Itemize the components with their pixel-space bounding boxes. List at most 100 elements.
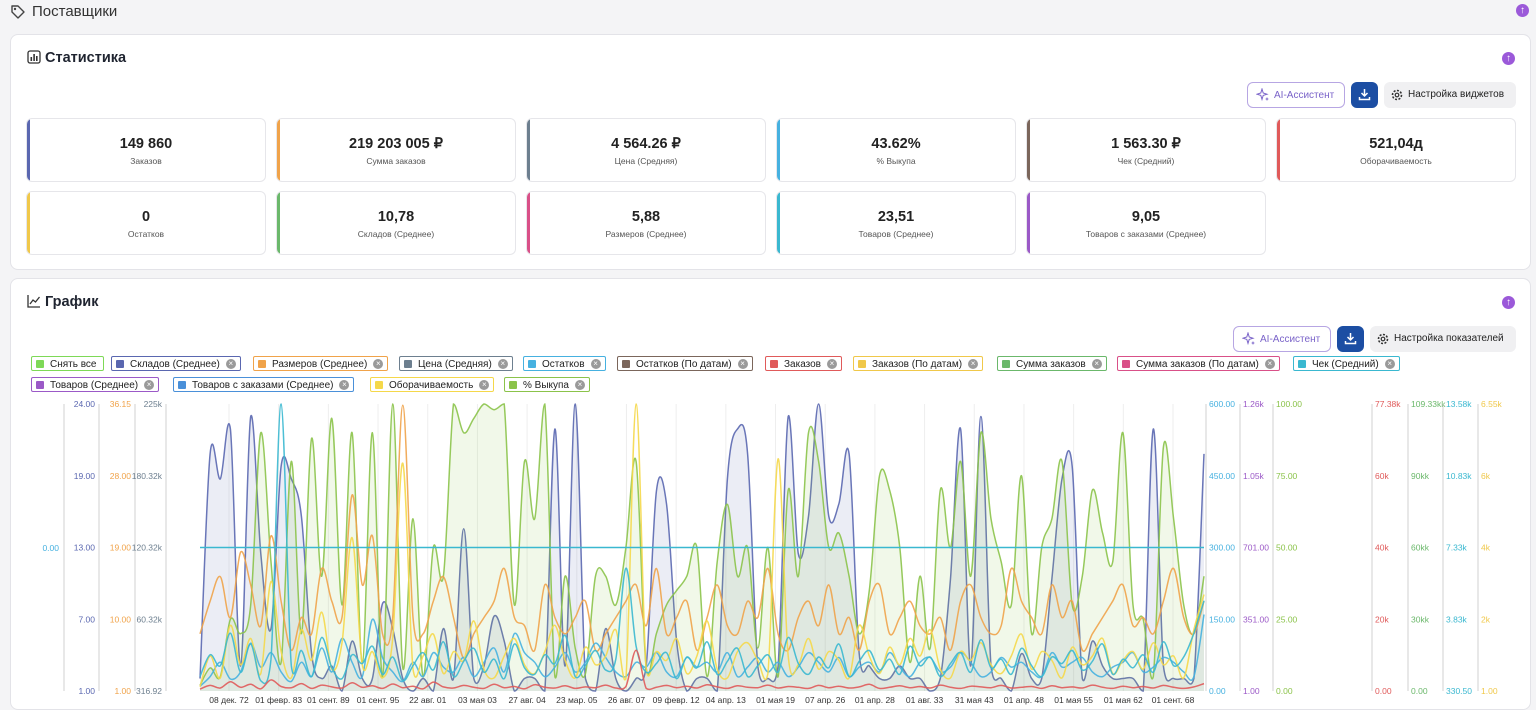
legend-chip[interactable]: Чек (Средний) ×: [1293, 356, 1400, 371]
legend-swatch: [178, 381, 186, 389]
legend-swatch: [1298, 360, 1306, 368]
stat-card-accent: [27, 192, 30, 254]
stat-card-label: Товаров с заказами (Среднее): [1085, 229, 1207, 239]
remove-series-icon[interactable]: ×: [590, 359, 601, 369]
legend-swatch: [36, 360, 44, 368]
legend-swatch: [622, 360, 630, 368]
legend-chip[interactable]: Заказов ×: [765, 356, 842, 371]
stat-card-accent: [1027, 119, 1030, 181]
remove-series-icon[interactable]: ×: [575, 380, 585, 390]
legend-label: Товаров (Среднее): [50, 380, 139, 391]
collapse-page-button[interactable]: ↑: [1516, 4, 1529, 17]
legend-chip[interactable]: Сумма заказов (По датам) ×: [1117, 356, 1280, 371]
page-header: Поставщики ↑: [0, 0, 1536, 26]
legend-chip[interactable]: Заказов (По датам) ×: [853, 356, 984, 371]
stat-card-value: 10,78: [377, 209, 415, 225]
download-button[interactable]: [1351, 82, 1378, 108]
stat-card: 5,88 Размеров (Среднее): [526, 191, 766, 255]
stat-card-label: Заказов: [130, 156, 162, 166]
remove-series-icon[interactable]: ×: [737, 359, 748, 369]
legend-chip[interactable]: Складов (Среднее) ×: [111, 356, 241, 371]
widget-settings-button[interactable]: Настройка виджетов: [1384, 82, 1516, 108]
stat-card-value: 1 563.30 ₽: [1111, 136, 1181, 152]
tag-icon: [11, 5, 25, 19]
stat-card-accent: [277, 192, 280, 254]
stat-card-value: 219 203 005 ₽: [349, 136, 443, 152]
legend-swatch: [858, 360, 866, 368]
stat-card-accent: [777, 192, 780, 254]
stat-card-label: Размеров (Среднее): [605, 229, 687, 239]
legend-swatch: [528, 360, 536, 368]
stat-card: 4 564.26 ₽ Цена (Средняя): [526, 118, 766, 182]
remove-series-icon[interactable]: ×: [373, 359, 384, 369]
legend-swatch: [509, 381, 517, 389]
legend-chip[interactable]: Размеров (Среднее) ×: [253, 356, 389, 371]
chart-ai-assistant-button[interactable]: AI-Ассистент: [1233, 326, 1331, 352]
line-chart-icon: [27, 295, 41, 308]
legend-label: Оборачиваемость: [389, 380, 474, 391]
remove-series-icon[interactable]: ×: [1264, 359, 1275, 369]
legend-chip[interactable]: Остатков ×: [523, 356, 606, 371]
legend-label: Остатков (По датам): [636, 359, 732, 370]
stat-card: 23,51 Товаров (Среднее): [776, 191, 1016, 255]
legend-chip[interactable]: Снять все: [31, 356, 104, 371]
stat-card-label: Сумма заказов: [366, 156, 426, 166]
stat-card-label: Складов (Среднее): [357, 229, 435, 239]
stat-card-label: Чек (Средний): [1117, 156, 1175, 166]
legend-label: Сумма заказов: [1016, 359, 1086, 370]
stats-icon: [27, 50, 41, 64]
remove-series-icon[interactable]: ×: [479, 380, 490, 390]
legend-swatch: [770, 360, 778, 368]
collapse-stats-button[interactable]: ↑: [1502, 52, 1515, 65]
remove-series-icon[interactable]: ×: [827, 359, 837, 369]
legend-label: Заказов (По датам): [872, 359, 963, 370]
metrics-settings-label: Настройка показателей: [1394, 333, 1504, 344]
legend-swatch: [1002, 360, 1010, 368]
stat-card-accent: [777, 119, 780, 181]
remove-series-icon[interactable]: ×: [968, 359, 979, 369]
remove-series-icon[interactable]: ×: [497, 359, 508, 369]
legend-chip[interactable]: Цена (Средняя) ×: [399, 356, 513, 371]
widget-settings-label: Настройка виджетов: [1408, 89, 1505, 100]
stat-card: 219 203 005 ₽ Сумма заказов: [276, 118, 516, 182]
download-icon: [1358, 89, 1371, 101]
legend-chip[interactable]: Товаров (Среднее) ×: [31, 377, 160, 392]
legend-chip[interactable]: Сумма заказов ×: [997, 356, 1107, 371]
stat-card: 9,05 Товаров с заказами (Среднее): [1026, 191, 1266, 255]
legend-swatch: [258, 360, 266, 368]
remove-series-icon[interactable]: ×: [144, 380, 155, 390]
stat-card-accent: [527, 119, 530, 181]
remove-series-icon[interactable]: ×: [1384, 359, 1395, 369]
ai-assistant-button[interactable]: AI-Ассистент: [1247, 82, 1345, 108]
legend-chip[interactable]: Остатков (По датам) ×: [617, 356, 753, 371]
chart-download-button[interactable]: [1337, 326, 1364, 352]
stat-card-accent: [527, 192, 530, 254]
ai-assistant-label: AI-Ассистент: [1274, 90, 1335, 101]
stats-panel: Статистика ↑ AI-Ассистент Настройка видж…: [10, 34, 1531, 270]
sparkle-icon: [1256, 88, 1269, 102]
legend-chip[interactable]: Товаров с заказами (Среднее) ×: [173, 377, 355, 392]
remove-series-icon[interactable]: ×: [1091, 359, 1102, 369]
chart-panel: График ↑ AI-Ассистент Настройка показате…: [10, 278, 1531, 710]
stat-card-label: Цена (Средняя): [614, 156, 678, 166]
legend-chip[interactable]: Оборачиваемость ×: [370, 377, 495, 392]
chart-title-text: График: [45, 294, 99, 310]
chart-ai-assistant-label: AI-Ассистент: [1260, 334, 1321, 345]
stat-card: 521,04д Оборачиваемость: [1276, 118, 1516, 182]
remove-series-icon[interactable]: ×: [225, 359, 236, 369]
legend-swatch: [404, 360, 412, 368]
page-title: Поставщики: [32, 3, 118, 20]
collapse-chart-button[interactable]: ↑: [1502, 296, 1515, 309]
remove-series-icon[interactable]: ×: [339, 380, 350, 390]
legend-label: Чек (Средний): [1312, 359, 1379, 370]
stat-card-accent: [1277, 119, 1280, 181]
metrics-settings-button[interactable]: Настройка показателей: [1370, 326, 1516, 352]
legend-chip[interactable]: % Выкупа ×: [504, 377, 590, 392]
legend-label: Товаров с заказами (Среднее): [192, 380, 334, 391]
legend-label: Заказов: [784, 359, 821, 370]
stat-card-value: 149 860: [119, 136, 173, 152]
stat-card-value: 4 564.26 ₽: [611, 136, 681, 152]
legend-label: Сумма заказов (По датам): [1136, 359, 1259, 370]
legend-swatch: [375, 381, 383, 389]
legend-swatch: [36, 381, 44, 389]
